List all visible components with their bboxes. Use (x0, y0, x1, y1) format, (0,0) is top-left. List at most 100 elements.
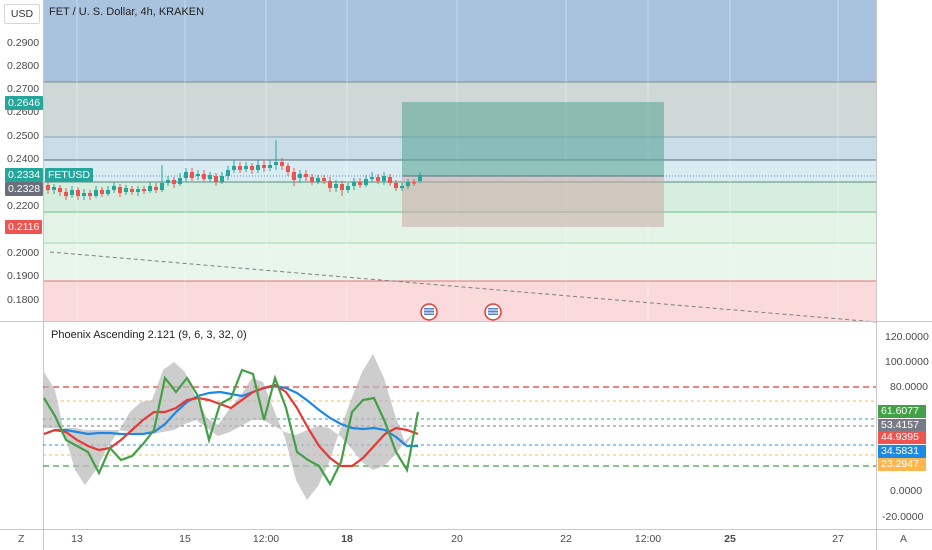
candle-body (106, 190, 110, 194)
chart-title: FET / U. S. Dollar, 4h, KRAKEN (49, 6, 205, 18)
candle-body (136, 189, 140, 192)
indicator-badge-red: 44.9395 (878, 431, 926, 444)
candle-body (340, 184, 344, 190)
candle-body (58, 188, 62, 192)
time-label: 20 (451, 533, 463, 545)
currency-button[interactable]: USD (4, 4, 40, 24)
candle-body (190, 172, 194, 178)
trendline (49, 251, 877, 323)
candle-body (94, 190, 98, 196)
candle-body (124, 188, 128, 192)
price-tick: 0.2900 (7, 37, 40, 49)
candle-body (412, 182, 416, 184)
candle-body (196, 174, 200, 176)
candle-body (208, 175, 212, 179)
candle-body (382, 176, 386, 181)
indicator-cloud (44, 354, 417, 500)
candle-body (70, 190, 74, 195)
candle-body (232, 166, 236, 170)
candle-body (262, 165, 266, 168)
price-badge-stop: 0.2116 (5, 220, 43, 234)
price-tick: 0.1800 (7, 294, 40, 306)
us-flag-event-icon (484, 303, 502, 321)
price-tick: 0.2400 (7, 153, 40, 165)
candle-body (406, 182, 410, 186)
candle-body (346, 186, 350, 190)
indicator-badge-blue: 34.5831 (878, 445, 926, 458)
indicator-tick: 0.0000 (890, 485, 923, 497)
timezone-button[interactable]: Z (18, 533, 25, 545)
candle-body (394, 183, 398, 188)
indicator-tick: 100.0000 (885, 356, 929, 368)
time-label: 22 (560, 533, 572, 545)
position-profit-zone (402, 102, 664, 176)
indicator-tick: -20.0000 (882, 511, 924, 523)
candle-body (118, 187, 122, 193)
price-tick: 0.2000 (7, 247, 40, 259)
indicator-badge-grey: 53.4157 (878, 419, 926, 432)
indicator-tick: 80.0000 (890, 381, 928, 393)
candle-body (268, 165, 272, 168)
candle-body (298, 174, 302, 178)
candle-body (100, 190, 104, 194)
candle-body (292, 172, 296, 180)
candle-body (352, 182, 356, 186)
candle-body (316, 178, 320, 182)
candlesticks (46, 140, 422, 200)
candle-body (376, 177, 380, 181)
candle-body (388, 177, 392, 183)
price-badge-current: 0.2334 (5, 168, 44, 182)
price-badge-entry: 0.2328 (5, 182, 44, 196)
candle-body (310, 177, 314, 182)
candle-body (274, 162, 278, 165)
price-badge-target: 0.2646 (5, 96, 44, 110)
candle-body (112, 186, 116, 190)
candle-body (82, 193, 86, 196)
candle-body (88, 193, 92, 196)
candle-body (244, 166, 248, 169)
candle-body (304, 174, 308, 177)
time-label: 12:00 (252, 533, 280, 545)
price-tick: 0.2500 (7, 130, 40, 142)
candle-body (250, 166, 254, 170)
candle-body (160, 183, 164, 190)
auto-scale-button[interactable]: A (900, 533, 908, 545)
candle-body (322, 178, 326, 181)
price-tick: 0.2700 (7, 83, 40, 95)
currency-label: USD (10, 8, 34, 20)
candle-body (214, 176, 218, 182)
time-label: 15 (179, 533, 191, 545)
candle-body (334, 184, 338, 188)
candle-body (166, 180, 170, 183)
price-tick: 0.2800 (7, 60, 40, 72)
indicator-badge-orange: 23.2947 (878, 458, 926, 471)
zone-top-blue (43, 0, 876, 82)
candle-body (418, 175, 422, 181)
time-label: 18 (341, 533, 353, 545)
candle-body (172, 180, 176, 184)
time-label: 12:00 (634, 533, 662, 545)
position-loss-zone (402, 176, 664, 227)
indicator-pane (43, 354, 876, 500)
candle-body (256, 165, 260, 170)
candle-body (328, 181, 332, 188)
candle-body (280, 162, 284, 166)
zone-lighter-green (43, 243, 876, 281)
candle-body (154, 187, 158, 190)
candle-body (358, 182, 362, 185)
symbol-badge: FETUSD (45, 168, 93, 182)
candle-body (238, 166, 242, 170)
time-label: 27 (832, 533, 844, 545)
red-line (43, 383, 419, 468)
candle-body (148, 186, 152, 191)
time-label: 25 (724, 533, 736, 545)
candle-body (226, 170, 230, 176)
candle-body (142, 189, 146, 191)
time-label: 13 (71, 533, 83, 545)
candle-body (46, 185, 50, 190)
green-line (43, 368, 420, 487)
candle-body (76, 190, 80, 196)
price-tick: 0.2200 (7, 200, 40, 212)
candle-body (184, 172, 188, 178)
